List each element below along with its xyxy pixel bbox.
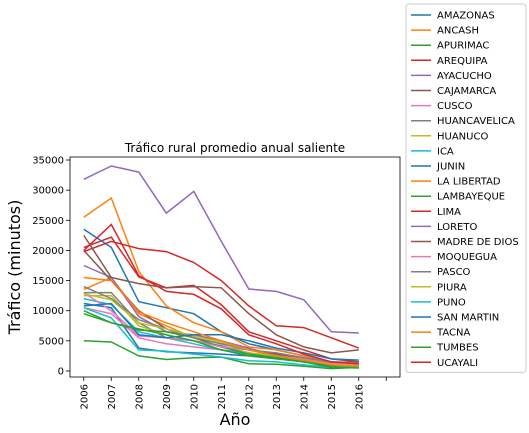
legend-item: APURIMAC xyxy=(411,41,489,52)
legend: AMAZONAS ANCASH APURIMAC AREQUIPA AYACUCHO CA… xyxy=(405,3,527,373)
legend-item: ANCASH xyxy=(411,26,479,37)
legend-item: MADRE DE DIOS xyxy=(411,237,519,248)
legend-label: HUANCAVELICA xyxy=(437,116,515,127)
y-tick-label: 20000 xyxy=(32,246,64,257)
legend-label: AYACUCHO xyxy=(437,71,492,82)
legend-item: AMAZONAS xyxy=(411,11,495,22)
legend-label: ICA xyxy=(437,146,454,157)
chart-title: Tráfico rural promedio anual saliente xyxy=(124,141,345,155)
legend-label: PASCO xyxy=(437,267,471,278)
x-tick-label: 2006 xyxy=(79,384,90,409)
y-tick-label: 5000 xyxy=(39,336,64,347)
legend-item: SAN MARTIN xyxy=(411,313,499,324)
legend-label: AREQUIPA xyxy=(437,56,488,67)
legend-label: SAN MARTIN xyxy=(437,313,499,324)
legend-item: HUANUCO xyxy=(411,131,488,142)
x-tick-label: 2016 xyxy=(354,384,365,409)
legend-label: APURIMAC xyxy=(437,41,489,52)
legend-item: AYACUCHO xyxy=(411,71,492,82)
y-tick-label: 10000 xyxy=(32,306,64,317)
legend-item: JUNIN xyxy=(411,162,465,173)
legend-item: LORETO xyxy=(411,222,477,233)
x-tick-label: 2009 xyxy=(162,384,173,409)
legend-item: CAJAMARCA xyxy=(411,86,496,97)
plot-frame xyxy=(69,156,401,378)
series-line-loreto xyxy=(83,165,359,334)
legend-label: UCAYALI xyxy=(437,358,478,369)
series-lines xyxy=(83,165,360,370)
y-tick-label: 15000 xyxy=(32,276,64,287)
legend-item: CUSCO xyxy=(411,101,473,112)
legend-label: TACNA xyxy=(436,328,470,339)
legend-label: PUNO xyxy=(437,297,466,308)
series-line-ancash xyxy=(83,276,359,365)
legend-item: AREQUIPA xyxy=(411,56,488,67)
series-line-tumbes xyxy=(83,312,359,369)
legend-frame xyxy=(405,3,527,373)
legend-label: AMAZONAS xyxy=(437,11,495,22)
series-line-san-martin xyxy=(83,302,359,361)
legend-item: TACNA xyxy=(411,328,470,339)
x-axis: 2006 2007 2008 2009 2010 2011 2012 2013 2014 2015… xyxy=(79,377,387,409)
series-line-tacna xyxy=(83,276,359,367)
x-tick-label: 2013 xyxy=(272,384,283,409)
legend-label: MADRE DE DIOS xyxy=(437,237,519,248)
y-tick-label: 25000 xyxy=(32,216,64,227)
series-line-pasco xyxy=(83,285,359,365)
legend-label: LIMA xyxy=(437,207,461,218)
legend-item: ICA xyxy=(411,146,454,157)
series-line-ucayali xyxy=(83,223,359,365)
legend-item: LIMA xyxy=(411,207,461,218)
x-tick-label: 2008 xyxy=(134,384,145,409)
y-tick-label: 35000 xyxy=(32,156,64,167)
x-tick-label: 2015 xyxy=(327,384,338,409)
legend-label: PIURA xyxy=(437,282,467,293)
legend-item: PASCO xyxy=(411,267,471,278)
legend-label: LORETO xyxy=(437,222,477,233)
legend-item: LAMBAYEQUE xyxy=(411,192,505,203)
legend-label: CAJAMARCA xyxy=(437,86,496,97)
x-tick-label: 2012 xyxy=(244,384,255,409)
series-line-la-libertad xyxy=(83,196,359,364)
series-line-arequipa xyxy=(83,236,359,363)
legend-label: TUMBES xyxy=(436,343,479,354)
legend-label: LAMBAYEQUE xyxy=(437,192,505,203)
x-tick-label: 2010 xyxy=(189,384,200,409)
legend-label: JUNIN xyxy=(436,162,465,173)
legend-item: MOQUEGUA xyxy=(411,252,497,263)
legend-label: MOQUEGUA xyxy=(437,252,497,263)
legend-item: PIURA xyxy=(411,282,467,293)
legend-item: PUNO xyxy=(411,297,466,308)
series-line-puno xyxy=(83,306,359,369)
y-axis: 0 5000 10000 15000 20000 25000 30000 35000 xyxy=(32,156,70,377)
legend-label: HUANUCO xyxy=(437,131,488,142)
x-tick-label: 2007 xyxy=(107,384,118,409)
x-tick-label: 2011 xyxy=(217,384,228,409)
x-axis-label: Año xyxy=(220,410,251,429)
legend-item: HUANCAVELICA xyxy=(411,116,515,127)
legend-label: LA LIBERTAD xyxy=(437,177,501,188)
x-tick-label: 2014 xyxy=(299,384,310,409)
y-axis-label: Tráfico (minutos) xyxy=(5,200,24,336)
y-tick-label: 0 xyxy=(58,366,64,377)
legend-item: TUMBES xyxy=(411,343,479,354)
legend-label: CUSCO xyxy=(437,101,473,112)
y-tick-label: 30000 xyxy=(32,186,64,197)
legend-item: UCAYALI xyxy=(411,358,478,369)
series-line-lima xyxy=(83,240,360,349)
legend-label: ANCASH xyxy=(437,26,479,37)
series-line-madre-de-dios xyxy=(83,234,359,354)
legend-item: LA LIBERTAD xyxy=(411,177,501,188)
